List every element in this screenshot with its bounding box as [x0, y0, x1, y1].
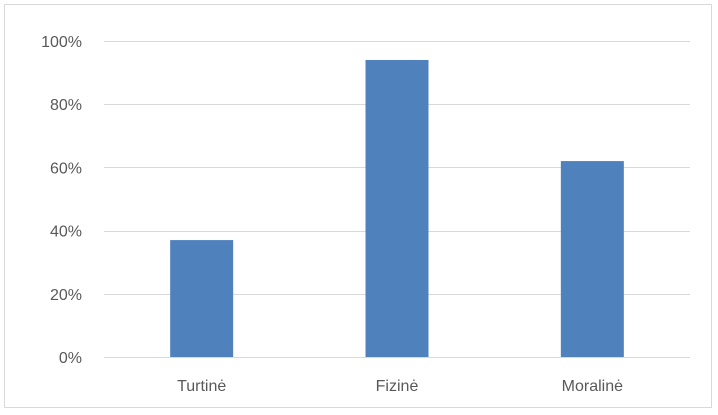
bar-moraline [560, 161, 624, 357]
y-axis-tick-labels: 0% 20% 40% 60% 80% 100% [41, 34, 82, 367]
y-tick-label: 0% [59, 350, 82, 367]
y-tick-label: 60% [50, 160, 82, 177]
x-tick-label: Moralinė [562, 378, 623, 395]
bar-turtine [170, 240, 234, 357]
bar-fizine [365, 59, 429, 358]
x-tick-label: Turtinė [177, 378, 226, 395]
x-axis-tick-labels: Turtinė Fizinė Moralinė [177, 378, 623, 395]
x-tick-label: Fizinė [376, 378, 419, 395]
bars [170, 59, 624, 358]
y-tick-label: 20% [50, 287, 82, 304]
y-tick-label: 100% [41, 34, 82, 51]
y-tick-label: 80% [50, 97, 82, 114]
y-tick-label: 40% [50, 224, 82, 241]
